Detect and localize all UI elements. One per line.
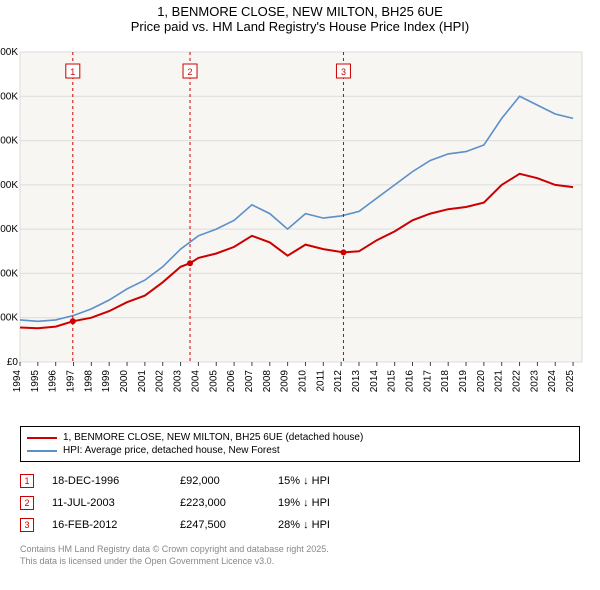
svg-text:2008: 2008	[262, 370, 273, 393]
chart-svg: £0 £100K £200K £300K £400K £500K £600K £700K 199…	[0, 42, 600, 422]
footnote-date: 16-FEB-2012	[52, 519, 162, 531]
footnote-price: £92,000	[180, 475, 260, 487]
svg-text:2014: 2014	[369, 370, 380, 393]
svg-text:£100K: £100K	[0, 313, 18, 324]
svg-text:2024: 2024	[547, 370, 558, 393]
svg-text:2002: 2002	[155, 370, 166, 393]
footnote-price: £223,000	[180, 497, 260, 509]
svg-text:2016: 2016	[405, 370, 416, 393]
title-subtitle: Price paid vs. HM Land Registry's House …	[0, 19, 600, 34]
svg-text:2005: 2005	[208, 370, 219, 393]
svg-text:2020: 2020	[476, 370, 487, 393]
attribution-line: Contains HM Land Registry data © Crown c…	[20, 544, 580, 556]
svg-text:£300K: £300K	[0, 224, 18, 235]
svg-text:2006: 2006	[226, 370, 237, 393]
svg-text:2: 2	[188, 67, 193, 77]
svg-text:1996: 1996	[48, 370, 59, 393]
footnote-marker: 2	[20, 496, 34, 510]
svg-text:1: 1	[70, 67, 75, 77]
legend-swatch	[27, 437, 57, 439]
footnotes: 1 18-DEC-1996 £92,000 15% ↓ HPI 2 11-JUL…	[20, 470, 580, 536]
svg-text:2004: 2004	[190, 370, 201, 393]
svg-text:2017: 2017	[422, 370, 433, 393]
svg-text:1995: 1995	[30, 370, 41, 393]
footnote-marker: 1	[20, 474, 34, 488]
page-container: 1, BENMORE CLOSE, NEW MILTON, BH25 6UE P…	[0, 0, 600, 567]
attribution-line: This data is licensed under the Open Gov…	[20, 556, 580, 568]
svg-text:2003: 2003	[173, 370, 184, 393]
svg-text:2015: 2015	[387, 370, 398, 393]
legend-swatch	[27, 450, 57, 452]
svg-text:2019: 2019	[458, 370, 469, 393]
footnote-diff: 19% ↓ HPI	[278, 497, 378, 509]
svg-text:£700K: £700K	[0, 47, 18, 58]
footnote-row: 3 16-FEB-2012 £247,500 28% ↓ HPI	[20, 514, 580, 536]
title-address: 1, BENMORE CLOSE, NEW MILTON, BH25 6UE	[0, 4, 600, 19]
svg-text:2010: 2010	[297, 370, 308, 393]
svg-text:2018: 2018	[440, 370, 451, 393]
legend: 1, BENMORE CLOSE, NEW MILTON, BH25 6UE (…	[20, 426, 580, 462]
svg-text:1997: 1997	[66, 370, 77, 393]
svg-text:2022: 2022	[512, 370, 523, 393]
svg-text:2001: 2001	[137, 370, 148, 393]
svg-text:2025: 2025	[565, 370, 576, 393]
legend-row: 1, BENMORE CLOSE, NEW MILTON, BH25 6UE (…	[27, 431, 573, 444]
svg-text:1998: 1998	[83, 370, 94, 393]
svg-text:2009: 2009	[280, 370, 291, 393]
chart: £0 £100K £200K £300K £400K £500K £600K £700K 199…	[0, 42, 600, 422]
footnote-price: £247,500	[180, 519, 260, 531]
svg-text:£200K: £200K	[0, 268, 18, 279]
svg-text:£400K: £400K	[0, 180, 18, 191]
svg-text:2013: 2013	[351, 370, 362, 393]
svg-text:2021: 2021	[494, 370, 505, 393]
svg-text:1999: 1999	[101, 370, 112, 393]
svg-text:£600K: £600K	[0, 91, 18, 102]
svg-text:£0: £0	[7, 357, 19, 368]
svg-text:£500K: £500K	[0, 136, 18, 147]
footnote-row: 2 11-JUL-2003 £223,000 19% ↓ HPI	[20, 492, 580, 514]
title-block: 1, BENMORE CLOSE, NEW MILTON, BH25 6UE P…	[0, 0, 600, 42]
svg-text:2023: 2023	[529, 370, 540, 393]
footnote-date: 18-DEC-1996	[52, 475, 162, 487]
footnote-marker: 3	[20, 518, 34, 532]
legend-label: 1, BENMORE CLOSE, NEW MILTON, BH25 6UE (…	[63, 432, 363, 443]
svg-text:2007: 2007	[244, 370, 255, 393]
footnote-diff: 28% ↓ HPI	[278, 519, 378, 531]
footnote-row: 1 18-DEC-1996 £92,000 15% ↓ HPI	[20, 470, 580, 492]
attribution: Contains HM Land Registry data © Crown c…	[20, 544, 580, 567]
svg-text:2011: 2011	[315, 370, 326, 392]
legend-row: HPI: Average price, detached house, New …	[27, 444, 573, 457]
svg-text:1994: 1994	[12, 370, 23, 393]
legend-label: HPI: Average price, detached house, New …	[63, 445, 280, 456]
footnote-diff: 15% ↓ HPI	[278, 475, 378, 487]
svg-text:2000: 2000	[119, 370, 130, 393]
svg-text:3: 3	[341, 67, 346, 77]
footnote-date: 11-JUL-2003	[52, 497, 162, 509]
svg-text:2012: 2012	[333, 370, 344, 393]
